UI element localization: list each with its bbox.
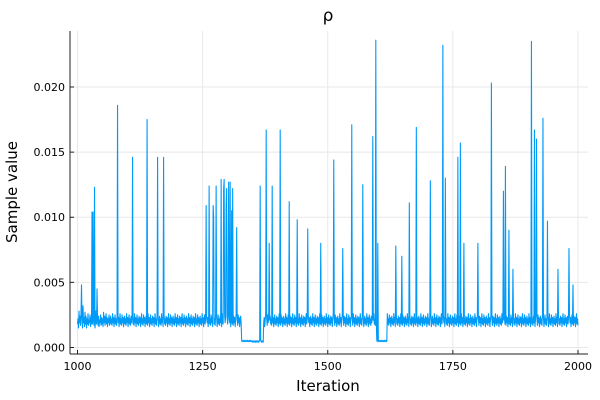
x-axis-label: Iteration [296,377,360,395]
x-axis-ticks: 1000 1250 1500 1750 2000 [64,350,592,373]
x-tick-label: 1000 [64,360,92,373]
axes [69,31,588,355]
x-tick-label: 1250 [189,360,217,373]
y-tick-label: 0.005 [34,276,66,289]
y-axis-label: Sample value [3,141,21,243]
chart-title: ρ [323,6,334,26]
y-tick-label: 0.010 [34,211,66,224]
grid [70,31,588,354]
y-tick-label: 0.015 [34,146,66,159]
y-tick-label: 0.020 [34,81,66,94]
x-tick-label: 2000 [564,360,592,373]
series-line [76,39,579,343]
x-tick-label: 1750 [439,360,467,373]
y-tick-label: 0.000 [34,341,66,354]
y-axis-ticks: 0.000 0.005 0.010 0.015 0.020 [34,81,74,354]
x-tick-label: 1500 [314,360,342,373]
